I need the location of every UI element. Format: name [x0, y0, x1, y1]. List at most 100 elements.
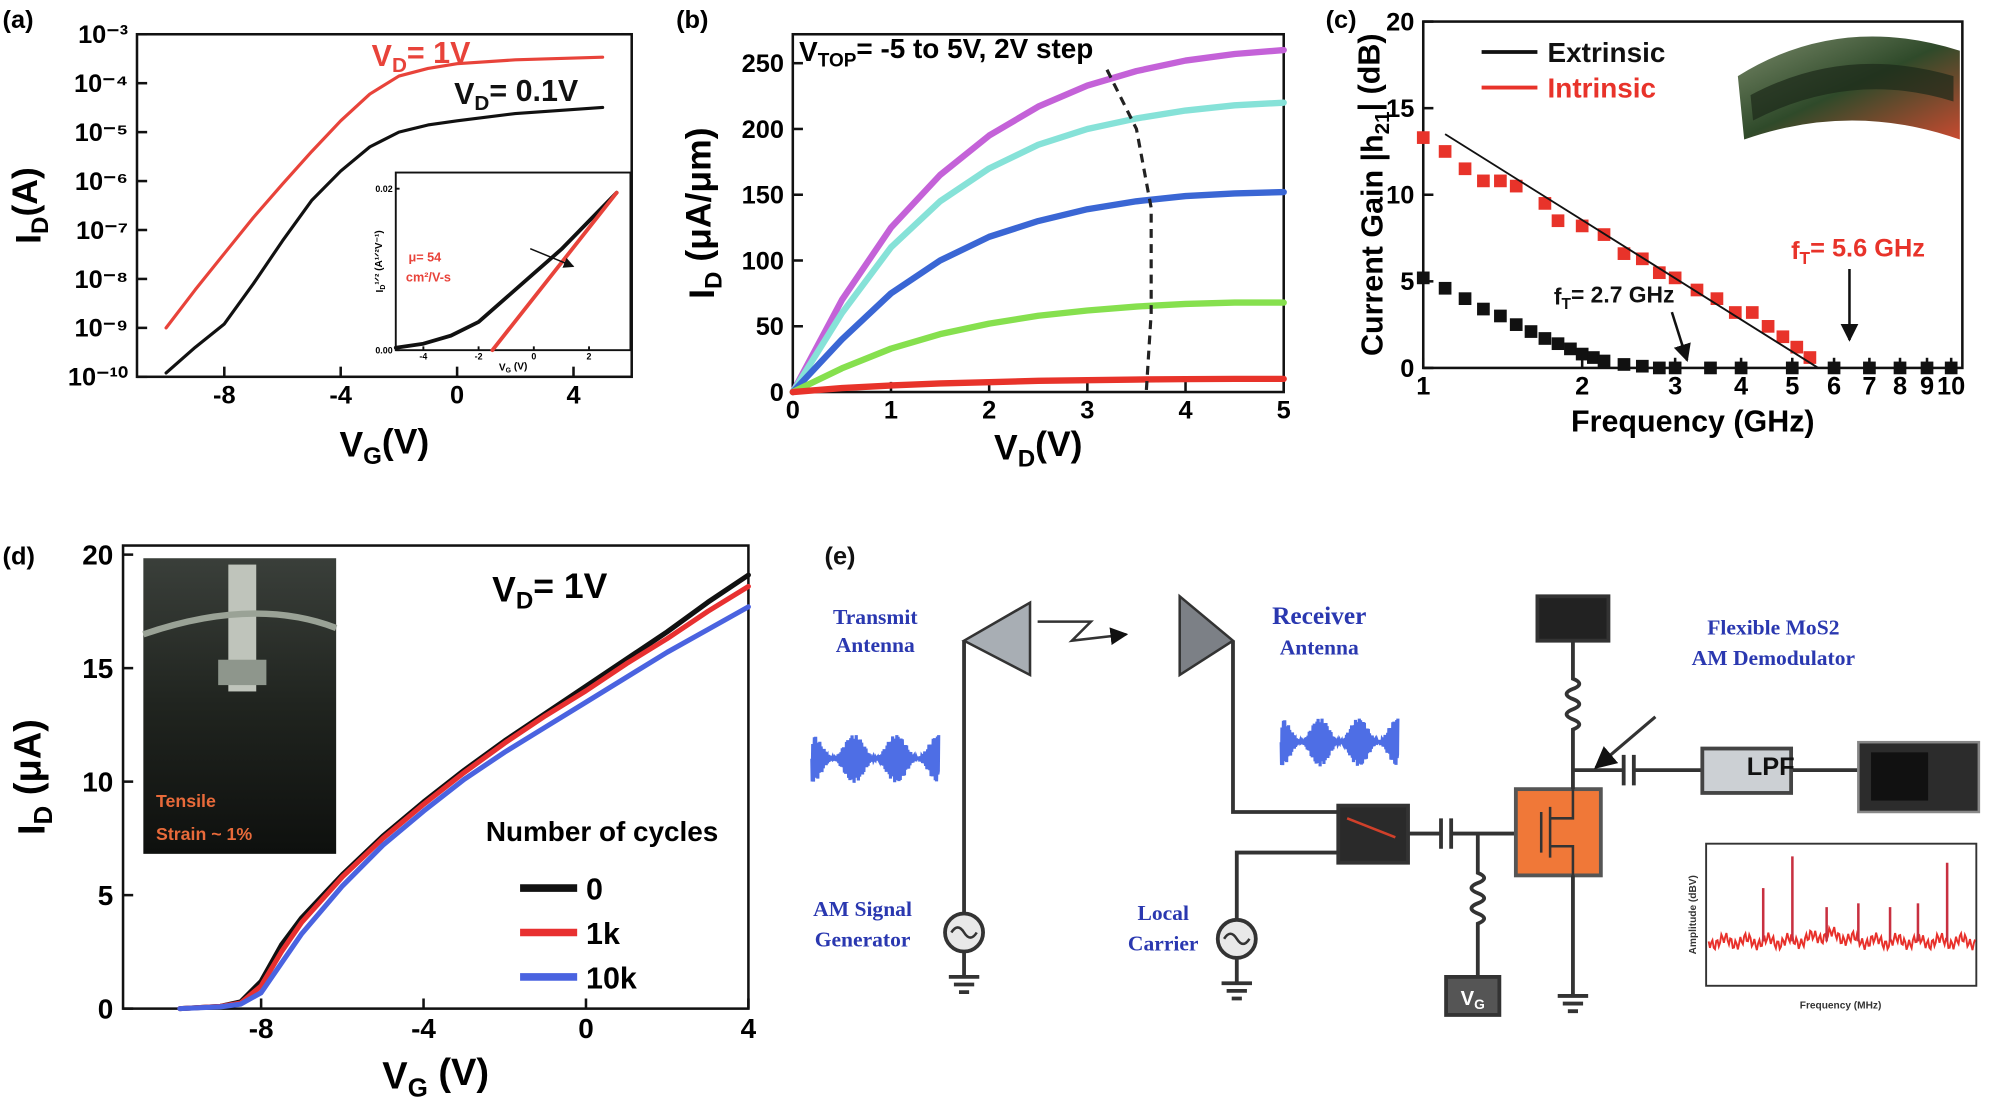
oscilloscope-screen: [1871, 752, 1929, 801]
text-part: I: [9, 234, 49, 244]
data-point: [1635, 359, 1649, 373]
data-point: [1538, 197, 1552, 210]
diagram-label: Generator: [815, 927, 911, 951]
bending-photo: [142, 558, 338, 854]
x-tick-label: 4: [566, 381, 580, 409]
low-pass-filter: [1700, 746, 1794, 795]
panel-label: (b): [676, 6, 708, 34]
text-part: ¹ᐟ² (A¹ᐟ²V⁻¹): [374, 230, 385, 284]
y-tick-label: 0: [770, 379, 784, 407]
wire: [1221, 850, 1339, 1001]
text-part: = 2.7 GHz: [1571, 281, 1674, 307]
panel-label: (a): [3, 6, 34, 34]
data-point: [1416, 271, 1430, 285]
data-point: [1790, 340, 1804, 354]
text-part: D: [474, 92, 489, 115]
text-part: = 0.1V: [489, 74, 579, 108]
x-tick-label: 4: [741, 1013, 757, 1044]
y-tick-label: 0: [1400, 355, 1414, 383]
legend-label: 1k: [586, 917, 620, 951]
series-line: [789, 375, 1287, 396]
mixer: [1336, 803, 1410, 865]
x-tick-label: -4: [329, 381, 352, 409]
x-tick-label: 1: [884, 397, 898, 425]
transistor-symbol: [1539, 789, 1575, 876]
y-tick-label: 10⁻⁹: [74, 315, 128, 343]
x-tick-label: -4: [411, 1013, 436, 1044]
x-axis-label: VG(V): [339, 421, 429, 470]
curve-label: VD= 1V: [372, 36, 471, 77]
text-part: D: [380, 285, 387, 290]
text-part: I: [375, 289, 386, 292]
x-tick-label: 4: [1178, 397, 1192, 425]
diagram-label: Receiver: [1272, 602, 1366, 630]
annotation: VD= 1V: [492, 566, 607, 615]
diagram-label: Local: [1137, 901, 1188, 925]
series-line: [789, 46, 1287, 396]
text-part: D: [516, 588, 533, 615]
y-tick-label: 5: [98, 880, 114, 911]
text-part: f: [1791, 237, 1800, 265]
transmit-antenna: [961, 600, 1032, 678]
plot-frame: [135, 32, 633, 379]
text-part: V: [499, 362, 506, 373]
text-part: G: [506, 368, 511, 375]
diagram-label: Antenna: [836, 633, 915, 657]
x-axis-label: VG (V): [499, 361, 527, 374]
fit-line: [1444, 133, 1819, 369]
x-tick-label: 2: [587, 351, 592, 361]
data-point: [1551, 337, 1565, 351]
x-axis-label: VG (V): [382, 1052, 489, 1102]
y-tick-label: 200: [742, 116, 784, 144]
panel-label: (c): [1326, 6, 1357, 34]
data-point: [1551, 214, 1565, 228]
x-tick-label: 0: [450, 381, 464, 409]
curve-label: VD= 0.1V: [454, 74, 579, 115]
data-point: [1575, 219, 1589, 233]
x-tick-label: -8: [249, 1013, 274, 1044]
text-part: (V): [382, 421, 429, 461]
diagram-label: Flexible MoS2: [1707, 615, 1839, 639]
circuit-diagram: (e) LPF VG Transmit Antenna Receiver Ant…: [810, 543, 1981, 1017]
y-tick-label: 0.00: [375, 345, 392, 355]
data-point: [1761, 320, 1775, 333]
generator-symbol: [950, 926, 978, 939]
text-part: G: [1474, 997, 1485, 1012]
legend-label: 0: [586, 873, 603, 907]
x-tick-label: -8: [213, 381, 236, 409]
diagram-label: AM Demodulator: [1692, 646, 1856, 670]
y-tick-label: 10⁻¹⁰: [68, 364, 128, 392]
data-point: [1776, 330, 1790, 344]
data-point: [1477, 174, 1490, 188]
data-point: [1587, 351, 1600, 364]
x-tick-label: 10: [1937, 373, 1965, 401]
am-waveform: [810, 735, 941, 783]
annotation: fT= 2.7 GHz: [1554, 281, 1675, 313]
data-point: [1494, 309, 1507, 323]
x-tick-label: 7: [1862, 373, 1876, 401]
data-point: [1509, 179, 1523, 193]
wire: [1231, 640, 1339, 814]
y-tick-label: 10⁻⁶: [75, 168, 128, 196]
wire: [948, 640, 980, 995]
text-part: 21: [1371, 111, 1394, 134]
am-waveform: [1279, 718, 1400, 767]
legend-label: 10k: [586, 961, 637, 995]
legend-title: Number of cycles: [486, 816, 718, 847]
text-part: T: [1800, 248, 1811, 268]
data-point: [1597, 354, 1611, 368]
x-tick-label: 8: [1893, 373, 1907, 401]
text-part: T: [1562, 296, 1572, 313]
data-point: [1710, 292, 1724, 305]
data-point: [1509, 318, 1523, 331]
gate-bias-label: VG: [1461, 988, 1485, 1012]
y-tick-label: 10⁻⁵: [75, 119, 129, 147]
data-point: [1575, 347, 1589, 361]
series-line: [393, 190, 619, 350]
text-part: = 1V: [533, 566, 607, 606]
data-point: [1538, 332, 1552, 345]
series-line: [164, 105, 605, 375]
data-point: [1863, 361, 1876, 375]
filter-label: LPF: [1747, 753, 1795, 781]
